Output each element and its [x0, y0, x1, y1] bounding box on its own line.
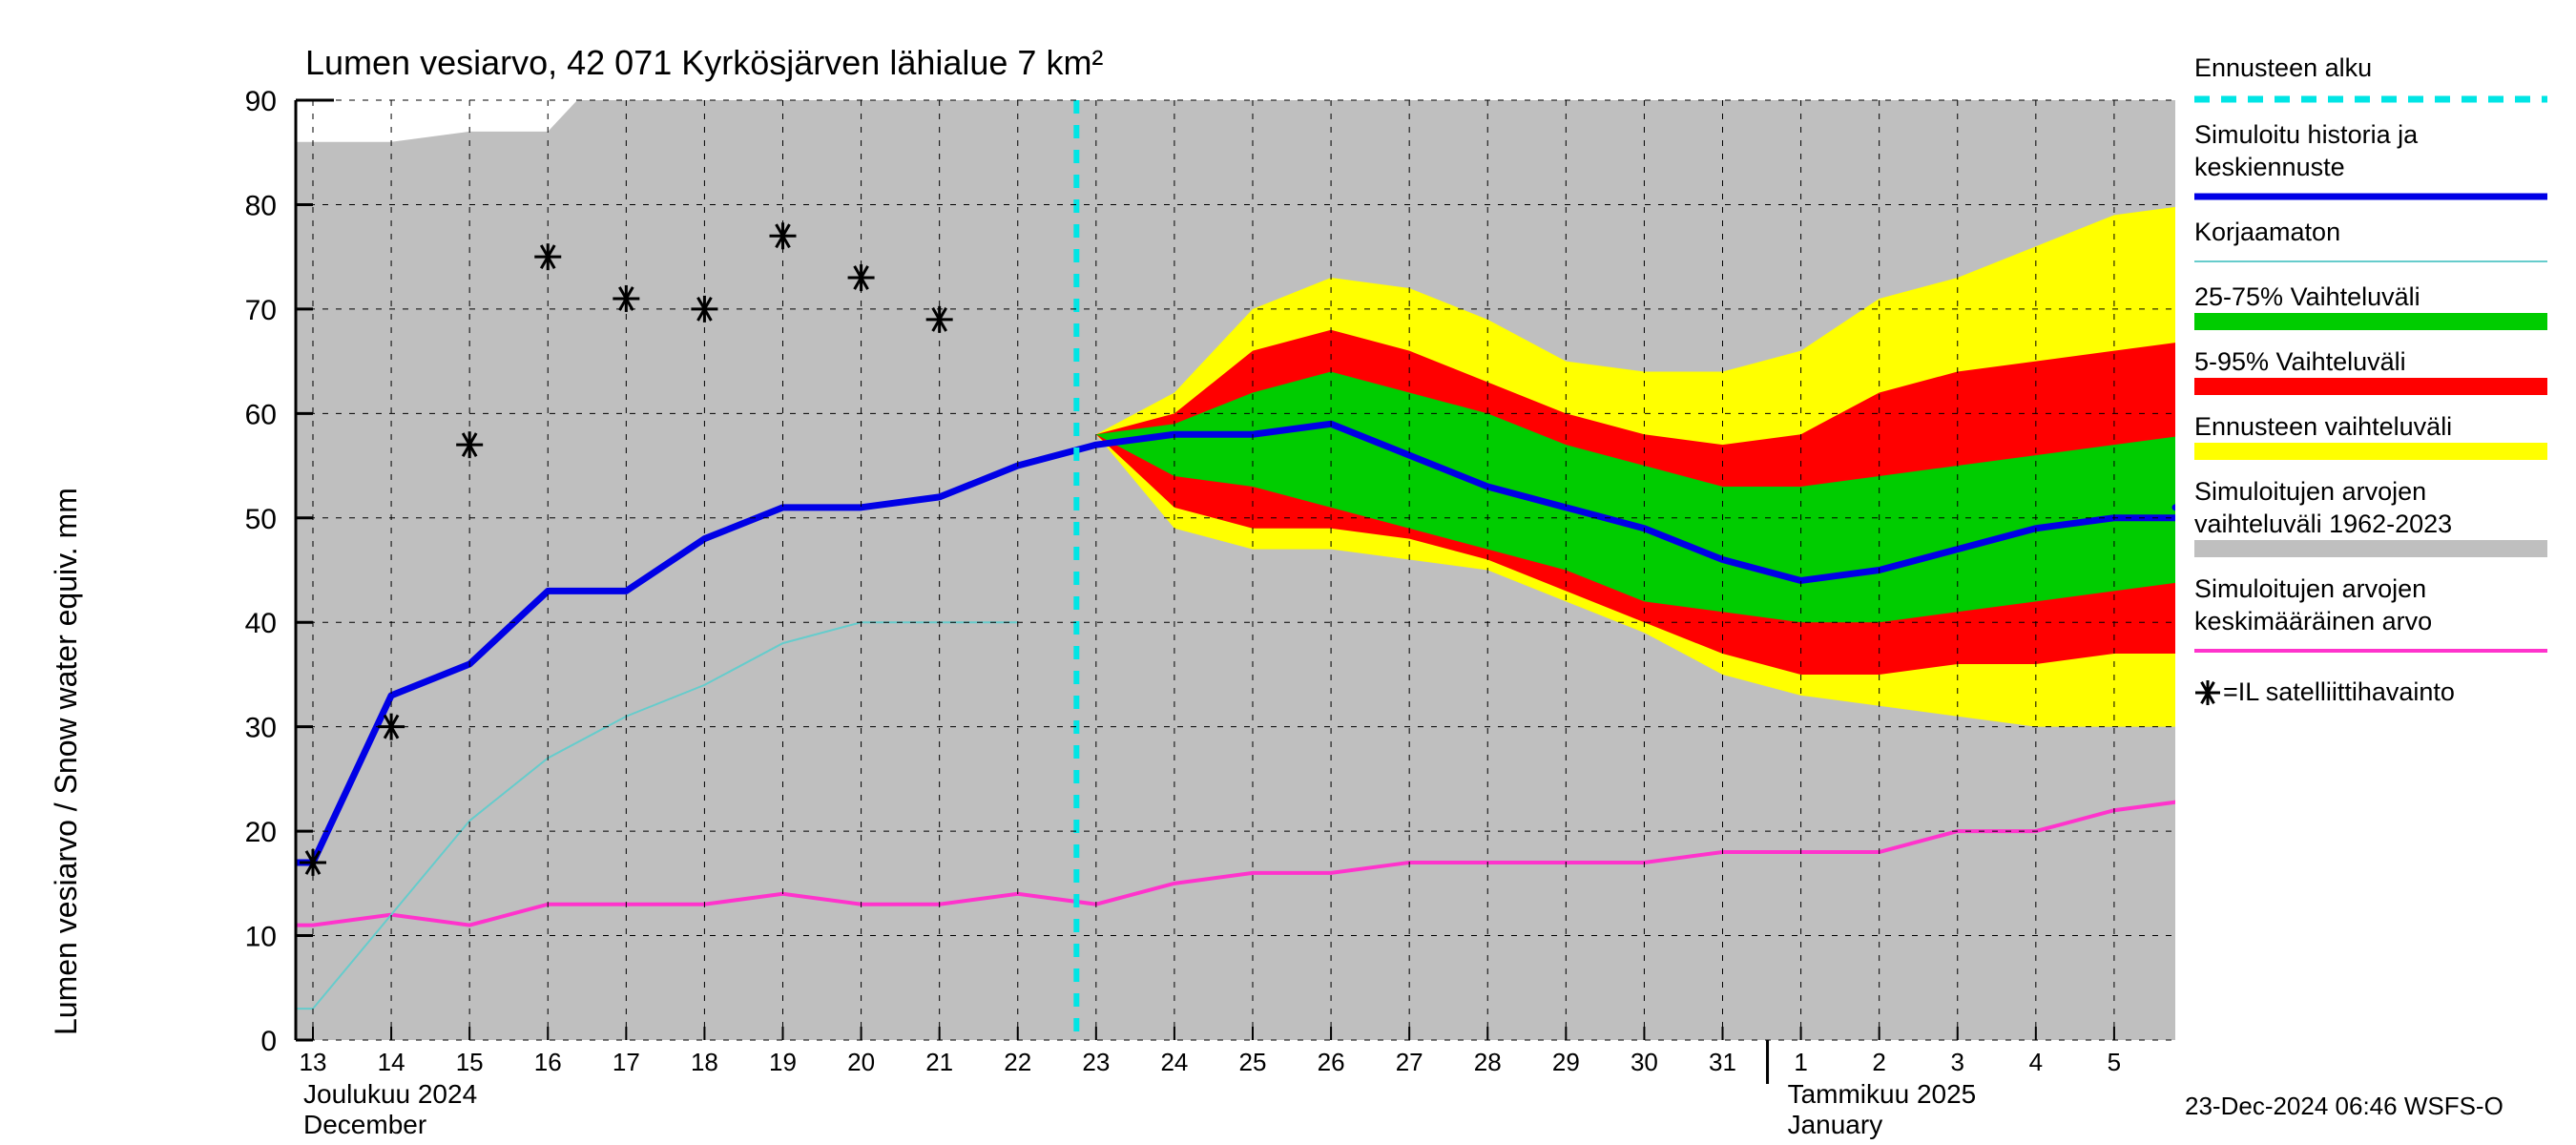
y-tick-label: 60	[245, 399, 277, 430]
chart-svg: 0102030405060708090131415161718192021222…	[0, 0, 2576, 1145]
x-tick-label: 29	[1552, 1048, 1580, 1076]
x-tick-label: 30	[1631, 1048, 1658, 1076]
y-tick-label: 0	[260, 1026, 277, 1057]
legend-swatch	[2194, 378, 2547, 395]
x-tick-label: 31	[1709, 1048, 1736, 1076]
y-tick-label: 90	[245, 86, 277, 117]
y-axis-label: Lumen vesiarvo / Snow water equiv. mm	[49, 488, 83, 1035]
x-tick-label: 25	[1239, 1048, 1267, 1076]
month-label: Joulukuu 2024	[303, 1079, 477, 1109]
y-tick-label: 50	[245, 504, 277, 535]
x-tick-label: 24	[1160, 1048, 1188, 1076]
y-tick-label: 20	[245, 817, 277, 848]
x-tick-label: 20	[847, 1048, 875, 1076]
legend-label: keskimääräinen arvo	[2194, 607, 2432, 635]
legend-label: Simuloitu historia ja	[2194, 120, 2419, 149]
x-tick-label: 28	[1474, 1048, 1502, 1076]
x-tick-label: 18	[691, 1048, 718, 1076]
y-tick-label: 80	[245, 190, 277, 221]
chart-container: 0102030405060708090131415161718192021222…	[0, 0, 2576, 1145]
y-tick-label: 10	[245, 922, 277, 953]
x-tick-label: 19	[769, 1048, 797, 1076]
y-tick-label: 40	[245, 608, 277, 639]
legend-swatch	[2194, 313, 2547, 330]
x-tick-label: 23	[1082, 1048, 1110, 1076]
legend-label: 5-95% Vaihteluväli	[2194, 347, 2406, 376]
x-tick-label: 13	[300, 1048, 327, 1076]
legend-label: keskiennuste	[2194, 153, 2345, 181]
x-tick-label: 21	[925, 1048, 953, 1076]
x-tick-label: 2	[1872, 1048, 1885, 1076]
legend-label: vaihteluväli 1962-2023	[2194, 510, 2452, 538]
legend-star-icon	[2195, 680, 2220, 705]
legend-label: Ennusteen vaihteluväli	[2194, 412, 2452, 441]
x-tick-label: 14	[378, 1048, 405, 1076]
timestamp-label: 23-Dec-2024 06:46 WSFS-O	[2185, 1092, 2503, 1120]
month-label: Tammikuu 2025	[1788, 1079, 1977, 1109]
x-tick-label: 3	[1951, 1048, 1964, 1076]
legend-label: Korjaamaton	[2194, 218, 2340, 246]
x-tick-label: 4	[2029, 1048, 2043, 1076]
legend-label: 25-75% Vaihteluväli	[2194, 282, 2420, 311]
month-label: December	[303, 1110, 426, 1139]
y-tick-label: 70	[245, 295, 277, 326]
legend-label: Simuloitujen arvojen	[2194, 477, 2426, 506]
legend-swatch	[2194, 540, 2547, 557]
legend-swatch	[2194, 443, 2547, 460]
x-tick-label: 22	[1004, 1048, 1031, 1076]
legend-label: =IL satelliittihavainto	[2223, 677, 2455, 706]
y-tick-label: 30	[245, 713, 277, 744]
x-tick-label: 17	[613, 1048, 640, 1076]
x-tick-label: 16	[534, 1048, 562, 1076]
x-tick-label: 15	[456, 1048, 484, 1076]
month-label: January	[1788, 1110, 1883, 1139]
legend-label: Simuloitujen arvojen	[2194, 574, 2426, 603]
x-tick-label: 26	[1318, 1048, 1345, 1076]
chart-title: Lumen vesiarvo, 42 071 Kyrkösjärven lähi…	[305, 43, 1103, 82]
x-tick-label: 1	[1794, 1048, 1807, 1076]
x-tick-label: 5	[2108, 1048, 2121, 1076]
legend-label: Ennusteen alku	[2194, 53, 2372, 82]
x-tick-label: 27	[1396, 1048, 1423, 1076]
